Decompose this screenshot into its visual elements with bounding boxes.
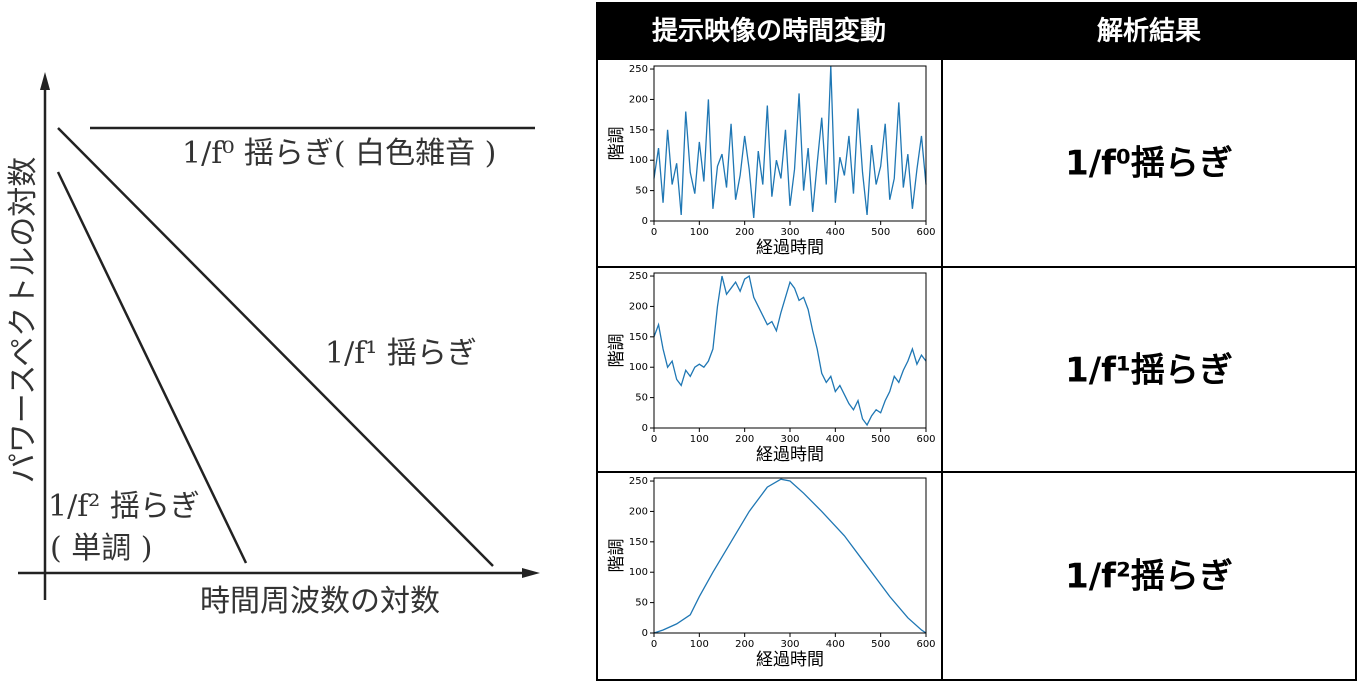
y-tick-label: 100 bbox=[629, 155, 648, 166]
x-label: 時間周波数の対数 bbox=[200, 584, 440, 619]
y-tick-label: 50 bbox=[635, 598, 648, 609]
x-arrow bbox=[522, 568, 540, 578]
x-tick-label: 100 bbox=[690, 434, 709, 445]
x-tick-label: 300 bbox=[780, 227, 799, 238]
x-tick-label: 500 bbox=[871, 639, 890, 650]
x-tick-label: 100 bbox=[690, 227, 709, 238]
y-tick-label: 100 bbox=[629, 567, 648, 578]
line-label: 1/f⁰ 揺らぎ( 白色雑音 ) bbox=[182, 136, 496, 171]
diagram bbox=[18, 72, 540, 600]
x-axis-label: 経過時間 bbox=[756, 650, 824, 670]
y-arrow bbox=[40, 72, 50, 90]
line-note: ( 単調 ) bbox=[50, 531, 152, 566]
plot-frame bbox=[653, 477, 927, 634]
x-tick-label: 200 bbox=[735, 639, 754, 650]
x-tick-label: 300 bbox=[780, 434, 799, 445]
y-tick-label: 50 bbox=[635, 393, 648, 404]
header: 解析結果 bbox=[1097, 16, 1201, 47]
x-tick-label: 300 bbox=[780, 639, 799, 650]
x-tick-label: 500 bbox=[871, 227, 890, 238]
x-axis-label: 経過時間 bbox=[756, 445, 824, 465]
y-axis-label: 階調 bbox=[607, 539, 627, 573]
y-tick-label: 250 bbox=[629, 476, 648, 487]
header-row bbox=[597, 3, 1356, 60]
x-tick-label: 100 bbox=[690, 639, 709, 650]
y-tick-label: 250 bbox=[629, 271, 648, 282]
x-tick-label: 500 bbox=[871, 434, 890, 445]
y-tick-label: 0 bbox=[642, 216, 648, 227]
data-line bbox=[653, 478, 927, 634]
table-border bbox=[596, 2, 1357, 681]
x-tick-label: 0 bbox=[651, 227, 657, 238]
y-tick-label: 150 bbox=[629, 537, 648, 548]
y-tick-label: 200 bbox=[629, 94, 648, 105]
x-tick-label: 400 bbox=[826, 639, 845, 650]
x-tick-label: 400 bbox=[826, 434, 845, 445]
table: 提示映像の時間変動 解析結果 1/f⁰揺らぎ 1/f¹揺らぎ 1/f²揺らぎ bbox=[596, 2, 1357, 681]
line-label: 1/f² 揺らぎ bbox=[48, 489, 200, 524]
y-tick-label: 200 bbox=[629, 506, 648, 517]
x-tick-label: 200 bbox=[735, 434, 754, 445]
y-tick-label: 150 bbox=[629, 332, 648, 343]
x-axis-label: 経過時間 bbox=[756, 238, 824, 258]
x-tick-label: 600 bbox=[916, 434, 935, 445]
x-tick-label: 0 bbox=[651, 434, 657, 445]
x-tick-label: 600 bbox=[916, 227, 935, 238]
y-tick-label: 0 bbox=[642, 423, 648, 434]
y-tick-label: 100 bbox=[629, 362, 648, 373]
data-line bbox=[653, 65, 927, 219]
data-line bbox=[653, 274, 927, 427]
y-tick-label: 250 bbox=[629, 64, 648, 75]
header: 提示映像の時間変動 bbox=[652, 16, 886, 47]
x-tick-label: 600 bbox=[916, 639, 935, 650]
x-tick-label: 400 bbox=[826, 227, 845, 238]
y-label: パワースペクトルの対数 bbox=[6, 157, 41, 483]
result: 1/f⁰揺らぎ bbox=[1065, 144, 1233, 184]
y-tick-label: 0 bbox=[642, 628, 648, 639]
x-tick-label: 0 bbox=[651, 639, 657, 650]
x-tick-label: 200 bbox=[735, 227, 754, 238]
y-axis-label: 階調 bbox=[607, 334, 627, 368]
result: 1/f¹揺らぎ bbox=[1065, 351, 1233, 391]
line-f2 bbox=[56, 171, 248, 564]
line-label: 1/f¹ 揺らぎ bbox=[325, 336, 477, 371]
plot-frame bbox=[653, 272, 927, 429]
y-tick-label: 150 bbox=[629, 125, 648, 136]
result: 1/f²揺らぎ bbox=[1065, 557, 1233, 597]
y-axis-label: 階調 bbox=[607, 127, 627, 161]
y-tick-label: 200 bbox=[629, 301, 648, 312]
line-f1 bbox=[57, 127, 494, 567]
y-tick-label: 50 bbox=[635, 186, 648, 197]
